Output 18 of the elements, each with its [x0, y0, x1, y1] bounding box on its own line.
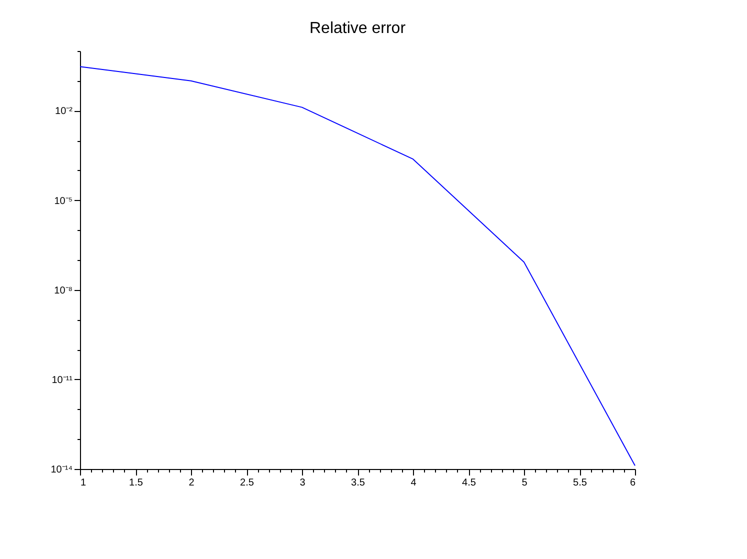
chart-title: Relative error	[309, 20, 406, 37]
x-tick-label: 6	[630, 478, 636, 488]
y-tick-label: 10⁻⁸	[54, 285, 72, 296]
x-tick-label: 2.5	[240, 478, 254, 488]
x-tick-label: 2	[188, 478, 195, 488]
x-tick-label: 5	[522, 478, 528, 488]
line-series	[80, 66, 636, 466]
x-tick-label: 1.5	[129, 478, 144, 488]
y-tick-label: 10⁻⁵	[54, 196, 72, 207]
x-tick-label: 5.5	[573, 478, 588, 488]
x-tick-label: 1	[80, 478, 86, 488]
y-tick-label: 10⁻²	[55, 106, 74, 118]
x-tick-label: 4	[410, 478, 417, 488]
x-tick-label: 4.5	[462, 478, 476, 488]
y-tick-label: 10⁻¹⁴	[50, 464, 72, 476]
x-tick-label: 3.5	[351, 478, 366, 488]
x-tick-label: 3	[300, 478, 306, 488]
y-tick-label: 10⁻¹¹	[52, 374, 74, 386]
